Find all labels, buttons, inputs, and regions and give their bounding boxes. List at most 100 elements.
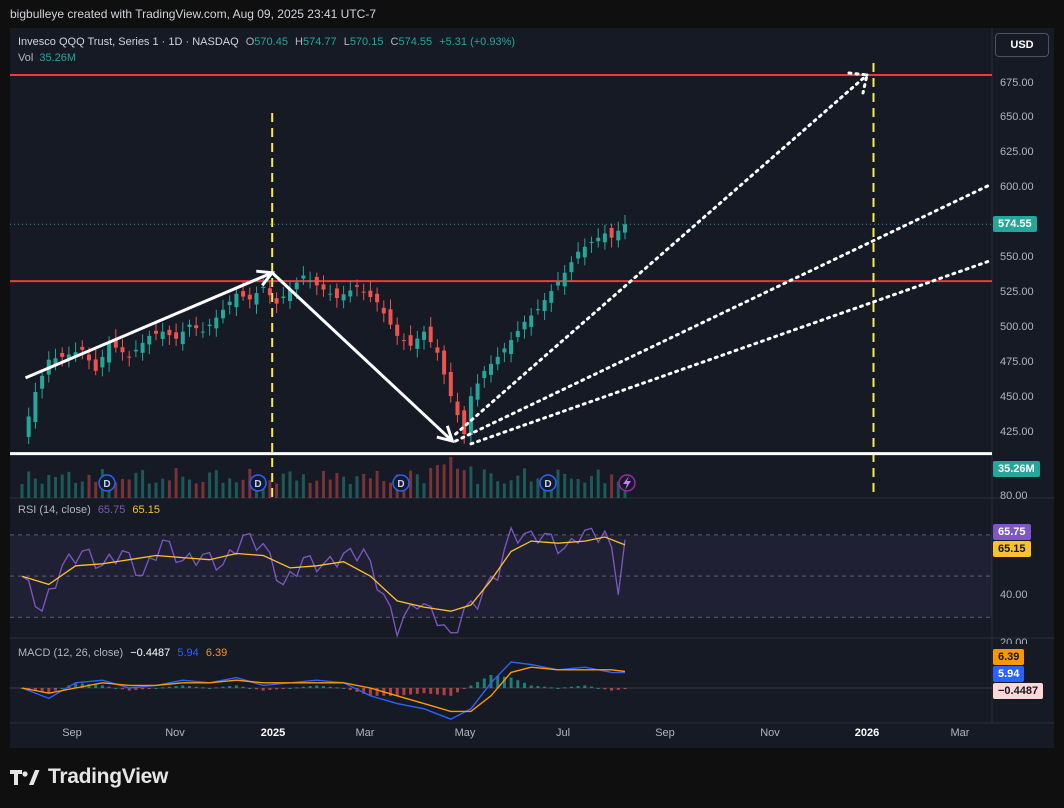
candle-body xyxy=(328,293,333,295)
macd-histogram-bar xyxy=(496,675,500,688)
dividend-marker-label: D xyxy=(103,479,110,490)
projection-line xyxy=(454,184,990,443)
macd-legend: MACD (12, 26, close) −0.4487 5.94 6.39 xyxy=(18,647,227,659)
candle-body xyxy=(53,358,58,365)
candle-body xyxy=(227,301,232,306)
candle-body xyxy=(301,275,306,279)
macd-histogram-bar xyxy=(616,688,620,690)
macd-histogram-bar xyxy=(281,688,285,689)
macd-histogram-bar xyxy=(610,688,614,691)
candle-body xyxy=(214,317,219,329)
x-tick-sep-2025: Sep xyxy=(655,727,675,739)
volume-bar xyxy=(114,482,118,498)
y-tick: 525.00 xyxy=(1000,286,1034,298)
candle-body xyxy=(462,410,467,435)
rsi-badge: 65.75 xyxy=(993,524,1031,540)
currency-button[interactable]: USD xyxy=(995,33,1049,57)
open-value: 570.45 xyxy=(254,36,288,48)
high-value: 574.77 xyxy=(302,36,337,48)
volume-bar xyxy=(590,476,593,498)
x-tick-nov-2025: Nov xyxy=(760,727,780,739)
volume-bar xyxy=(342,476,346,498)
macd-histogram-bar xyxy=(268,688,272,690)
macd-histogram-bar xyxy=(583,685,587,688)
candle-body xyxy=(401,340,406,342)
volume-legend: Vol 35.26M xyxy=(18,52,76,64)
tradingview-logo[interactable]: TradingView xyxy=(10,765,168,789)
candle-body xyxy=(80,346,85,350)
macd-value: 5.94 xyxy=(177,647,199,659)
macd-histogram-bar xyxy=(54,688,57,691)
candle-body xyxy=(281,296,286,299)
volume-badge: 35.26M xyxy=(993,461,1040,477)
candle-body xyxy=(489,363,493,375)
macd-label[interactable]: MACD (12, 26, close) xyxy=(18,647,124,659)
candle-body xyxy=(509,340,514,354)
candle-body xyxy=(408,335,413,346)
candle-body xyxy=(87,354,91,361)
macd-histogram-bar xyxy=(596,688,600,689)
candle-body xyxy=(288,289,292,301)
symbol-name[interactable]: Invesco QQQ Trust, Series 1 · 1D · NASDA… xyxy=(18,36,239,48)
candle-body xyxy=(582,246,587,258)
candle-body xyxy=(187,324,192,328)
candle-body xyxy=(515,330,520,338)
macd-histogram-bar xyxy=(167,686,171,688)
volume-bar xyxy=(308,482,312,498)
volume-bar xyxy=(576,479,580,498)
macd-histogram-bar xyxy=(40,688,44,692)
chart-frame[interactable] xyxy=(10,28,1054,748)
volume-bar xyxy=(382,481,386,498)
dividend-marker-icon xyxy=(249,474,267,492)
y-tick: 600.00 xyxy=(1000,181,1034,193)
x-tick-2026: 2026 xyxy=(854,727,880,739)
macd-histogram-bar xyxy=(603,688,607,690)
macd-histogram-bar xyxy=(288,688,292,689)
candle-body xyxy=(522,321,527,330)
volume-bar xyxy=(610,474,614,498)
candle-body xyxy=(596,237,601,242)
candle-body xyxy=(174,332,179,339)
volume-bar xyxy=(295,480,299,498)
candle-body xyxy=(468,396,473,435)
macd-histogram-bar xyxy=(114,688,118,689)
projection-arrow-head xyxy=(847,71,869,95)
macd-histogram-bar xyxy=(435,688,439,695)
candle-body xyxy=(442,350,447,375)
macd-histogram-bar xyxy=(315,685,319,688)
candle-body xyxy=(455,401,460,416)
volume-bar xyxy=(596,469,600,498)
volume-bar xyxy=(80,481,84,498)
rsi-label[interactable]: RSI (14, close) xyxy=(18,504,91,516)
volume-label[interactable]: Vol xyxy=(18,52,34,64)
volume-bar xyxy=(234,482,238,498)
macd-line xyxy=(21,661,626,720)
volume-bar xyxy=(54,476,57,498)
macd-histogram-bar xyxy=(134,688,138,690)
candle-body xyxy=(341,294,346,301)
rsi-tick-80: 80.00 xyxy=(1000,490,1028,502)
candle-body xyxy=(147,335,152,345)
candle-body xyxy=(589,241,594,244)
volume-bar xyxy=(275,483,279,498)
candle-body xyxy=(609,228,614,238)
macd-hist-badge: −0.4487 xyxy=(993,683,1044,699)
volume-bar xyxy=(174,468,178,498)
volume-bar xyxy=(161,478,165,498)
candle-body xyxy=(107,342,112,363)
macd-histogram-bar xyxy=(322,686,325,688)
candle-body xyxy=(395,324,400,336)
volume-bar xyxy=(74,482,78,498)
volume-bar xyxy=(301,474,305,498)
volume-bar xyxy=(47,474,51,498)
macd-histogram-bar xyxy=(188,686,191,688)
macd-histogram-bar xyxy=(335,687,339,689)
dividend-marker-label: D xyxy=(397,479,404,490)
volume-bar xyxy=(188,479,191,498)
candle-body xyxy=(623,224,627,233)
trend-arrow-head xyxy=(436,425,455,444)
volume-bar xyxy=(241,479,245,498)
macd-histogram-bar xyxy=(121,688,124,690)
volume-bar xyxy=(20,484,24,498)
